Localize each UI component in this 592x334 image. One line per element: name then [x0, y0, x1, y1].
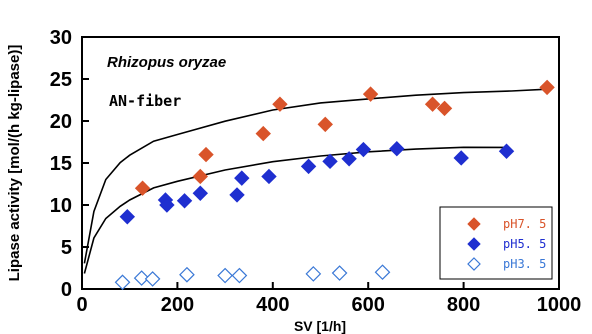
data-point: [453, 150, 469, 166]
data-point: [234, 170, 250, 186]
x-tick-label: 600: [352, 294, 385, 316]
data-point: [374, 264, 391, 281]
series-marks: [114, 79, 555, 291]
data-point: [133, 270, 150, 286]
y-tick-label: 15: [50, 153, 72, 175]
legend-label: pH5. 5: [503, 237, 546, 251]
y-tick-label: 5: [61, 237, 72, 259]
axis-ticks: [81, 36, 560, 290]
x-tick-label: 400: [256, 294, 289, 316]
data-point: [176, 193, 193, 209]
y-tick-label: 20: [50, 111, 72, 133]
data-point: [198, 146, 214, 163]
data-point: [114, 274, 131, 291]
data-point: [300, 158, 317, 175]
data-point: [355, 141, 372, 158]
data-point: [341, 151, 357, 167]
legend-box: [439, 206, 553, 280]
data-point: [144, 271, 161, 287]
data-point: [539, 79, 555, 96]
x-tick-label: 0: [76, 294, 87, 316]
legend: pH7. 5 pH5. 5 pH3. 5: [439, 206, 553, 280]
x-axis-title: SV [1/h]: [294, 318, 346, 334]
data-point: [272, 96, 288, 112]
data-point: [192, 185, 209, 201]
legend-marker: [467, 217, 481, 231]
data-point: [261, 168, 277, 185]
x-tick-label: 800: [447, 294, 480, 316]
data-point: [305, 266, 322, 282]
legend-label: pH3. 5: [503, 257, 546, 271]
data-point: [159, 197, 175, 213]
y-tick-label: 10: [50, 195, 72, 217]
data-point: [119, 209, 136, 225]
y-tick-label: 25: [50, 69, 72, 91]
data-point: [424, 96, 441, 112]
species-annotation: Rhizopus oryzae: [107, 54, 226, 71]
data-point: [217, 267, 233, 284]
data-point: [317, 116, 333, 133]
legend-marker: [467, 237, 481, 251]
y-tick-label: 0: [61, 279, 72, 301]
data-point: [498, 143, 515, 159]
data-point: [229, 187, 245, 203]
fit-curve: [83, 88, 548, 264]
data-point: [179, 266, 195, 283]
x-tick-label: 1000: [537, 294, 582, 316]
data-point: [436, 100, 453, 117]
tick-labels: 0 200 400 600 800 1000 0 5 10 15 20 25 30: [50, 27, 582, 316]
data-point: [255, 125, 271, 142]
legend-label: pH7. 5: [503, 217, 546, 231]
data-point: [322, 153, 338, 170]
data-point: [134, 180, 151, 196]
data-point: [362, 86, 379, 102]
support-annotation: AN-fiber: [109, 92, 181, 110]
y-axis-title: Lipase activity [mol/(h kg-lipase)]: [6, 45, 23, 282]
data-point: [389, 141, 405, 157]
x-tick-label: 200: [161, 294, 194, 316]
data-point: [331, 265, 348, 281]
data-point: [192, 168, 209, 185]
y-tick-label: 30: [50, 27, 72, 49]
data-point: [231, 267, 248, 284]
legend-marker: [467, 257, 481, 271]
